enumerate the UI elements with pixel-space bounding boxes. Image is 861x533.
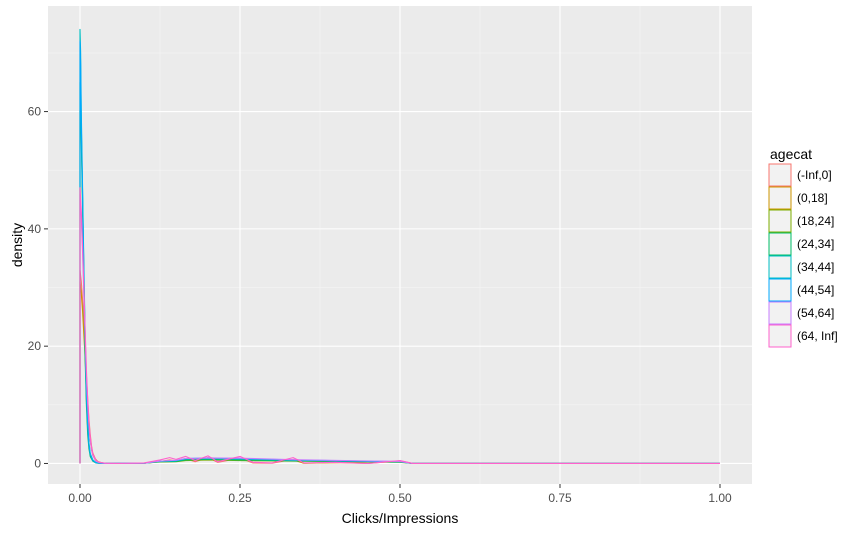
legend-label: (0,18] <box>797 191 828 205</box>
y-tick-label: 60 <box>28 105 42 119</box>
legend-swatch <box>768 301 792 325</box>
y-tick-label: 20 <box>28 339 42 353</box>
legend-key: (24,34] <box>768 232 834 256</box>
legend-swatch <box>768 324 792 348</box>
x-tick-label: 0.25 <box>228 491 252 505</box>
legend-key: (18,24] <box>768 209 834 233</box>
legend-swatch <box>768 163 792 187</box>
legend-swatch <box>768 186 792 210</box>
legend-label: (54,64] <box>797 306 834 320</box>
y-tick-label: 0 <box>34 456 41 470</box>
density-lines <box>79 28 720 465</box>
legend-swatch <box>768 209 792 233</box>
x-axis-title: Clicks/Impressions <box>342 510 459 526</box>
legend-key: (64, Inf] <box>768 324 838 348</box>
legend-label: (64, Inf] <box>797 329 838 343</box>
x-tick-label: 0.00 <box>68 491 92 505</box>
legend-swatch <box>768 232 792 256</box>
legend-title: agecat <box>770 146 812 162</box>
y-tick-label: 40 <box>28 222 42 236</box>
legend-swatch <box>768 255 792 279</box>
legend-label: (24,34] <box>797 237 834 251</box>
legend-key: (54,64] <box>768 301 834 325</box>
legend-label: (18,24] <box>797 214 834 228</box>
x-tick-label: 1.00 <box>708 491 732 505</box>
legend-key: (34,44] <box>768 255 834 279</box>
legend-key: (0,18] <box>768 186 828 210</box>
x-axis: 0.00 0.25 0.50 0.75 1.00 <box>68 484 732 505</box>
y-axis: 0 20 40 60 <box>28 105 48 470</box>
density-line <box>79 187 720 465</box>
legend-label: (44,54] <box>797 283 834 297</box>
legend: agecat (-Inf,0] (0,18] (18,24] (24,34] (34,4… <box>768 146 838 348</box>
legend-label: (-Inf,0] <box>797 168 832 182</box>
y-axis-title: density <box>9 223 25 267</box>
x-tick-label: 0.50 <box>388 491 412 505</box>
legend-label: (34,44] <box>797 260 834 274</box>
legend-key: (44,54] <box>768 278 834 302</box>
legend-key: (-Inf,0] <box>768 163 832 187</box>
legend-swatch <box>768 278 792 302</box>
x-tick-label: 0.75 <box>548 491 572 505</box>
